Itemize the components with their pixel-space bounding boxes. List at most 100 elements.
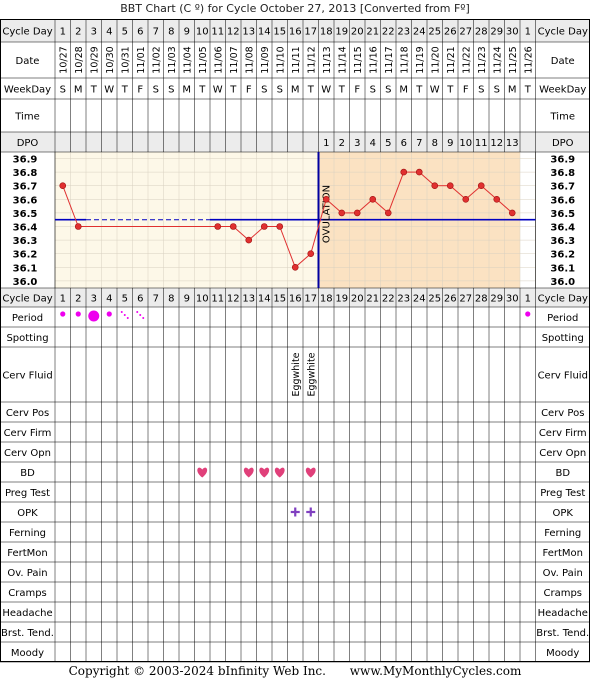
row-label-cerv-pos: Cerv Pos: [6, 408, 49, 419]
row-label-right-cycle-day: Cycle Day: [538, 27, 588, 38]
temp-segment: [248, 226, 265, 241]
row-label-right-cramps: Cramps: [543, 588, 582, 599]
date-label: 11/10: [275, 46, 286, 73]
y-tick-label: 36.2: [13, 250, 38, 261]
bd-heart: [259, 467, 270, 478]
ovulation-label: OVULATION: [322, 185, 333, 243]
y-tick-label: 36.5: [13, 209, 38, 220]
y-tick-label-right: 36.0: [550, 277, 575, 288]
y-tick-label-right: 36.5: [550, 209, 575, 220]
temp-segment: [325, 198, 343, 214]
cycle-day-label: 1: [60, 27, 66, 38]
y-tick-label: 36.9: [13, 155, 38, 166]
temp-point: [322, 196, 330, 203]
row-label-right-spotting: Spotting: [542, 333, 584, 344]
cycle-day-label: 1: [525, 27, 531, 38]
row-label-time: Time: [14, 112, 39, 123]
cycle-day-label: 29: [490, 27, 503, 38]
date-label: 11/17: [384, 46, 395, 73]
temp-point: [493, 196, 501, 203]
weekday-label: F: [137, 85, 143, 96]
dpo-label: 9: [447, 138, 453, 149]
cycle-day-label: 22: [382, 27, 395, 38]
dpo-label: 13: [506, 138, 519, 149]
date-label: 11/02: [151, 46, 162, 73]
weekday-label: S: [153, 85, 159, 96]
y-tick-label: 36.0: [13, 277, 38, 288]
cycle-day-label-bottom: 22: [382, 294, 395, 305]
date-label: 11/22: [461, 46, 472, 73]
weekday-label: S: [370, 85, 376, 96]
cycle-day-label: 19: [335, 27, 348, 38]
date-label: 11/12: [306, 46, 317, 73]
y-tick-label-right: 36.8: [550, 168, 575, 179]
y-tick-label: 36.7: [13, 182, 38, 193]
date-label: 11/18: [399, 46, 410, 73]
cycle-day-label-bottom: 20: [351, 294, 364, 305]
period-heavy-marker: [88, 310, 100, 322]
weekday-label: S: [494, 85, 500, 96]
date-label: 11/15: [353, 46, 364, 73]
row-label-right-ferning: Ferning: [544, 528, 581, 539]
temp-point: [400, 168, 408, 176]
bd-heart: [197, 467, 208, 478]
date-label: 11/23: [477, 46, 488, 73]
temp-segment: [496, 198, 513, 214]
weekday-label: T: [307, 85, 315, 96]
temp-segment: [418, 171, 436, 187]
weekday-label: M: [399, 85, 408, 96]
row-label-right-period: Period: [547, 313, 578, 324]
period-spotting-marker: [126, 317, 129, 319]
dpo-label: 1: [323, 138, 329, 149]
temp-segment: [372, 198, 389, 214]
row-label-right-cycle-day: Cycle Day: [538, 294, 588, 305]
cycle-day-label-bottom: 11: [211, 294, 224, 305]
weekday-label: S: [277, 85, 283, 96]
weekday-label: T: [198, 85, 206, 96]
temp-point: [431, 182, 439, 189]
date-label: 11/08: [244, 46, 255, 73]
row-label-cerv-fluid: Cerv Fluid: [2, 371, 52, 382]
row-label-right-preg-test: Preg Test: [540, 488, 585, 499]
cycle-day-label: 30: [506, 27, 519, 38]
cycle-day-label: 26: [444, 27, 457, 38]
period-light-marker: [525, 311, 531, 317]
page-title: BBT Chart (C º) for Cycle October 27, 20…: [120, 2, 470, 15]
cycle-day-label: 27: [459, 27, 472, 38]
cycle-day-label-bottom: 6: [137, 294, 143, 305]
cycle-day-label-bottom: 19: [335, 294, 348, 305]
date-label: 11/14: [337, 46, 348, 73]
temp-segment: [62, 185, 79, 227]
temp-point: [446, 182, 454, 189]
period-spotting-marker: [120, 311, 123, 313]
cycle-day-label: 5: [122, 27, 128, 38]
cycle-day-label-bottom: 17: [304, 294, 317, 305]
row-label-right-time: Time: [550, 112, 575, 123]
weekday-label: S: [168, 85, 174, 96]
temp-point: [415, 168, 423, 176]
row-label-cycle-day: Cycle Day: [2, 27, 52, 38]
period-spotting-marker: [139, 314, 142, 316]
temp-segment: [294, 253, 312, 268]
temp-point: [477, 182, 485, 189]
cycle-day-label: 28: [475, 27, 488, 38]
row-label-ov-pain: Ov. Pain: [7, 568, 47, 579]
dpo-label: 5: [385, 138, 391, 149]
dpo-label: 2: [339, 138, 345, 149]
y-tick-label: 36.4: [13, 223, 38, 234]
dpo-label: 11: [475, 138, 488, 149]
temp-point: [384, 209, 392, 217]
row-label-right-dpo: DPO: [552, 138, 574, 149]
cycle-day-label: 18: [320, 27, 333, 38]
temp-segment: [356, 198, 374, 214]
y-tick-label: 36.1: [13, 263, 38, 274]
site-link[interactable]: www.MyMonthlyCycles.com: [349, 664, 522, 678]
temp-segment: [480, 185, 498, 200]
cycle-day-label: 15: [273, 27, 286, 38]
row-label-dpo: DPO: [17, 138, 39, 149]
cycle-day-label: 23: [397, 27, 410, 38]
cycle-day-label-bottom: 23: [397, 294, 410, 305]
date-label: 10/30: [105, 46, 116, 73]
cycle-day-label-bottom: 9: [184, 294, 190, 305]
dpo-label: 6: [401, 138, 407, 149]
